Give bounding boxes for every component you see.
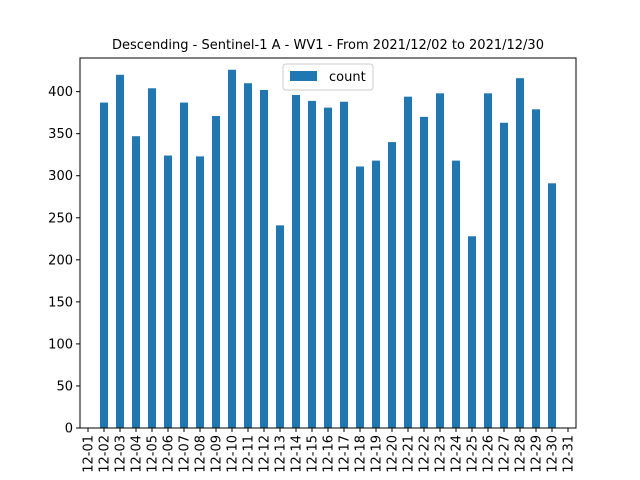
bar-12-11 bbox=[244, 83, 252, 428]
x-tick-label: 12-28 bbox=[514, 435, 529, 473]
x-tick-label: 12-16 bbox=[322, 435, 337, 473]
x-tick-label: 12-30 bbox=[546, 435, 561, 473]
legend-box bbox=[282, 63, 374, 91]
y-tick-label: 0 bbox=[65, 422, 73, 437]
x-tick-label: 12-12 bbox=[258, 435, 273, 473]
bar-12-08 bbox=[196, 156, 204, 428]
bar-12-13 bbox=[276, 225, 284, 428]
bar-12-25 bbox=[468, 236, 476, 428]
bar-12-06 bbox=[164, 155, 172, 429]
bar-12-17 bbox=[340, 101, 348, 428]
y-tick-label: 400 bbox=[48, 85, 73, 100]
bar-12-10 bbox=[228, 69, 236, 429]
y-tick-label: 300 bbox=[48, 169, 73, 184]
bars-group bbox=[100, 69, 556, 429]
x-tick-label: 12-03 bbox=[114, 435, 129, 473]
bar-12-15 bbox=[308, 100, 316, 428]
bar-12-21 bbox=[404, 96, 412, 429]
y-tick-label: 250 bbox=[48, 211, 73, 226]
x-tick-label: 12-07 bbox=[178, 435, 193, 473]
bar-12-07 bbox=[180, 102, 188, 428]
bar-12-26 bbox=[484, 93, 492, 428]
x-tick-label: 12-13 bbox=[274, 435, 289, 473]
y-tick-label: 100 bbox=[48, 337, 73, 352]
y-tick-label: 350 bbox=[48, 127, 73, 142]
x-tick-label: 12-05 bbox=[146, 435, 161, 473]
x-tick-label: 12-09 bbox=[210, 435, 225, 473]
x-tick-label: 12-31 bbox=[562, 435, 577, 473]
bar-12-23 bbox=[436, 93, 444, 428]
x-tick-label: 12-20 bbox=[386, 435, 401, 473]
bar-12-02 bbox=[100, 102, 108, 428]
x-tick-label: 12-23 bbox=[434, 435, 449, 473]
x-tick-label: 12-18 bbox=[354, 435, 369, 473]
bar-12-22 bbox=[420, 116, 428, 429]
x-tick-label: 12-29 bbox=[530, 435, 545, 473]
x-tick-label: 12-08 bbox=[194, 435, 209, 473]
bar-12-18 bbox=[356, 166, 364, 429]
x-tick-label: 12-19 bbox=[370, 435, 385, 473]
x-tick-label: 12-15 bbox=[306, 435, 321, 473]
x-tick-label: 12-26 bbox=[482, 435, 497, 473]
y-tick-label: 200 bbox=[48, 253, 73, 268]
bar-12-27 bbox=[500, 122, 508, 428]
bar-12-29 bbox=[532, 109, 540, 429]
legend-label: count bbox=[329, 70, 366, 85]
bar-12-09 bbox=[212, 116, 220, 429]
bar-12-05 bbox=[148, 88, 156, 429]
x-tick-label: 12-04 bbox=[130, 435, 145, 473]
legend-swatch bbox=[290, 71, 317, 81]
bar-12-04 bbox=[132, 136, 140, 428]
bar-12-14 bbox=[292, 95, 300, 428]
x-axis: 12-01 12-02 12-03 12-04 12-05 12-06 12-07 12-08… bbox=[82, 428, 577, 473]
y-tick-label: 150 bbox=[48, 295, 73, 310]
x-tick-label: 12-21 bbox=[402, 435, 417, 473]
bar-12-12 bbox=[260, 89, 268, 428]
bar-12-03 bbox=[116, 74, 124, 428]
x-tick-label: 12-02 bbox=[98, 435, 113, 473]
bar-12-30 bbox=[548, 183, 556, 428]
x-tick-label: 12-01 bbox=[82, 435, 97, 473]
legend: count bbox=[282, 63, 374, 91]
x-tick-label: 12-14 bbox=[290, 435, 305, 473]
x-tick-label: 12-17 bbox=[338, 435, 353, 473]
plot-frame bbox=[79, 57, 577, 429]
x-tick-label: 12-06 bbox=[162, 435, 177, 473]
x-tick-label: 12-11 bbox=[242, 435, 257, 473]
chart-title: Descending - Sentinel-1 A - WV1 - From 2… bbox=[112, 38, 544, 53]
x-tick-label: 12-27 bbox=[498, 435, 513, 473]
bar-12-20 bbox=[388, 142, 396, 428]
x-tick-label: 12-25 bbox=[466, 435, 481, 473]
x-tick-label: 12-10 bbox=[226, 435, 241, 473]
bar-12-24 bbox=[452, 160, 460, 428]
y-tick-label: 50 bbox=[56, 379, 73, 394]
bar-12-28 bbox=[516, 78, 524, 429]
x-tick-label: 12-24 bbox=[450, 435, 465, 473]
x-tick-label: 12-22 bbox=[418, 435, 433, 473]
bar-12-16 bbox=[324, 107, 332, 429]
y-axis: 0 50 100 150 200 250 300 350 400 bbox=[48, 85, 80, 437]
bar-12-19 bbox=[372, 160, 380, 428]
